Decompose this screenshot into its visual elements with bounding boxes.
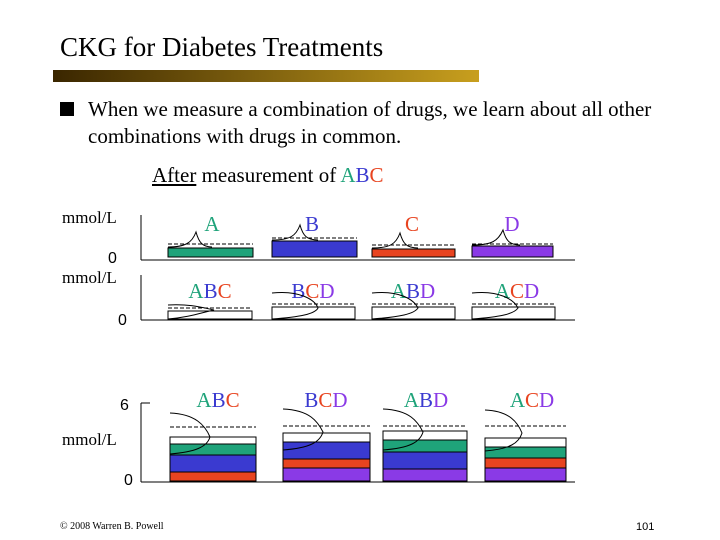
drug-letter-C: C — [524, 388, 539, 412]
drug-letter-C: C — [318, 388, 333, 412]
drug-letter-B: B — [304, 388, 319, 412]
title-underline-bar — [53, 70, 479, 82]
bar-B — [271, 223, 358, 258]
zero-tick-row3: 0 — [124, 472, 133, 489]
label-row2-ABC: ABC — [150, 279, 270, 304]
drug-letter-D: D — [319, 279, 335, 303]
caption-after: After — [152, 163, 197, 187]
bullet-square-icon — [60, 102, 74, 116]
y-unit-label-row3: mmol/L — [62, 430, 117, 449]
drug-letter-D: D — [332, 388, 348, 412]
caption-combination: ABC — [340, 163, 383, 187]
bar-row2-BCD — [271, 291, 356, 320]
label-row3-ACD: ACD — [472, 388, 592, 413]
drug-letter-D: D — [524, 279, 540, 303]
drug-letter-D: D — [539, 388, 555, 412]
drug-letter-A: A — [390, 279, 406, 303]
label-B: B — [252, 212, 372, 237]
drug-letter-D: D — [504, 212, 520, 236]
drug-letter-B: B — [211, 388, 226, 412]
drug-letter-B: B — [304, 212, 319, 236]
caption-letter: C — [369, 163, 384, 187]
drug-letter-B: B — [203, 279, 218, 303]
drug-letter-B: B — [418, 388, 433, 412]
drug-letter-C: C — [509, 279, 524, 303]
bar-C — [371, 231, 456, 258]
label-row2-ABD: ABD — [353, 279, 473, 304]
bar-row2-ACD — [471, 291, 556, 320]
six-tick-row3: 6 — [120, 397, 129, 414]
drug-letter-C: C — [305, 279, 320, 303]
label-row2-ACD: ACD — [457, 279, 577, 304]
drug-letter-A: A — [188, 279, 204, 303]
caption-letter: A — [340, 163, 356, 187]
stack-ABC — [169, 412, 257, 482]
diagram-caption: After measurement of ABC — [152, 163, 384, 188]
drug-letter-A: A — [196, 388, 212, 412]
y-unit-label-row1: mmol/L — [62, 208, 117, 227]
drug-letter-C: C — [225, 388, 240, 412]
label-row3-ABD: ABD — [366, 388, 486, 413]
stack-BCD — [282, 408, 371, 482]
stack-ACD — [484, 409, 567, 482]
drug-letter-A: A — [403, 388, 419, 412]
stack-ABD — [382, 408, 468, 482]
bar-A — [167, 230, 254, 258]
label-row2-BCD: BCD — [253, 279, 373, 304]
drug-letter-A: A — [509, 388, 525, 412]
bar-D — [471, 228, 554, 258]
y-unit-label-row2: mmol/L — [62, 268, 117, 287]
drug-letter-B: B — [291, 279, 306, 303]
bar-row2-ABC — [167, 304, 253, 320]
bullet-text: When we measure a combination of drugs, … — [88, 97, 652, 148]
zero-tick-row2: 0 — [118, 312, 127, 329]
drug-letter-C: C — [217, 279, 232, 303]
label-row3-BCD: BCD — [266, 388, 386, 413]
slide-title: CKG for Diabetes Treatments — [60, 32, 384, 62]
bar-row2-ABD — [371, 291, 456, 320]
drug-letter-A: A — [204, 212, 220, 236]
drug-letter-D: D — [433, 388, 449, 412]
zero-tick-row1: 0 — [108, 250, 117, 267]
label-A: A — [152, 212, 272, 237]
drug-letter-D: D — [420, 279, 436, 303]
label-D: D — [452, 212, 572, 237]
caption-rest: measurement of — [196, 163, 341, 187]
copyright-footer: © 2008 Warren B. Powell — [60, 521, 164, 532]
drug-letter-C: C — [404, 212, 419, 236]
drug-letter-B: B — [405, 279, 420, 303]
caption-letter: B — [355, 163, 370, 187]
label-C: C — [352, 212, 472, 237]
label-row3-ABC: ABC — [158, 388, 278, 413]
page-number: 101 — [636, 521, 655, 533]
